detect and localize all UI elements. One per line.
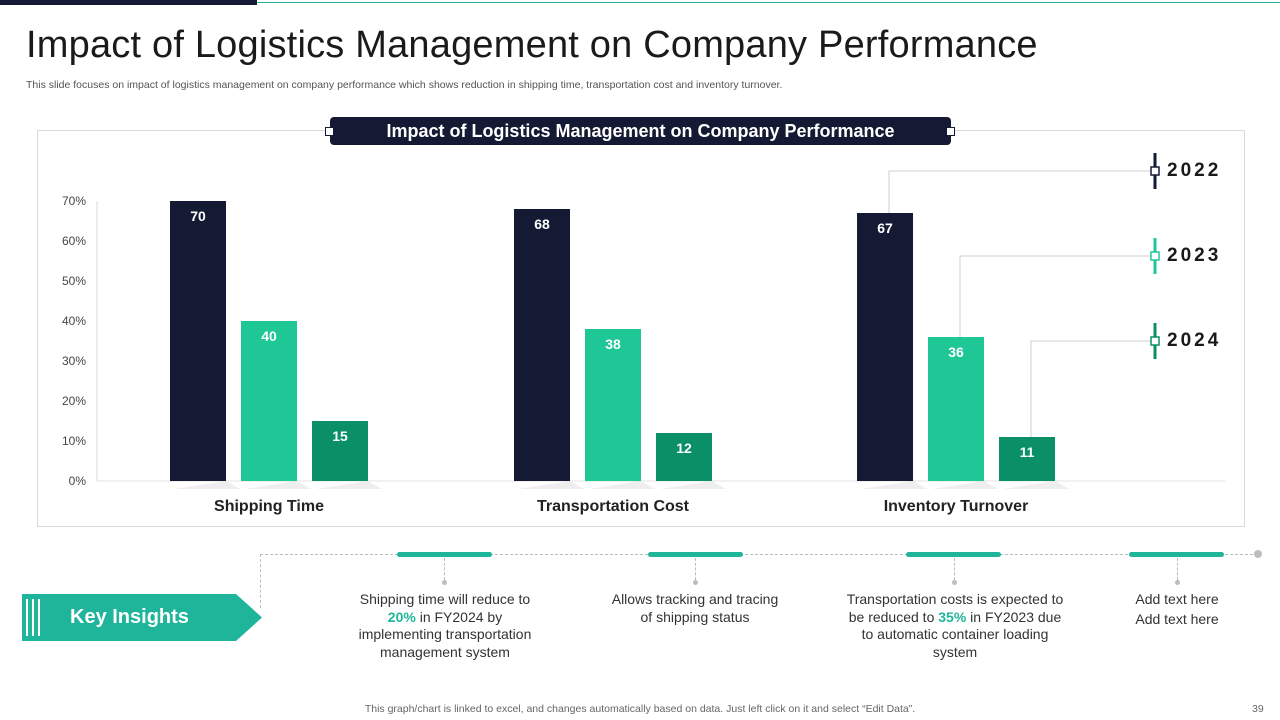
y-tick-label: 50%: [62, 274, 86, 288]
bar-value-label: 15: [332, 428, 348, 444]
bar-transportation-cost-2023[interactable]: [585, 329, 641, 481]
legend-connector-2022: [888, 170, 1155, 213]
bar-value-label: 36: [948, 344, 964, 360]
bar-shadow: [174, 481, 240, 489]
bar-inventory-turnover-2022[interactable]: [857, 213, 913, 481]
legend-marker-knob-2022: [1150, 166, 1160, 176]
top-accent-bar: [0, 0, 257, 5]
chart-title-left-handle: [325, 127, 334, 136]
y-tick-label: 30%: [62, 354, 86, 368]
bar-shadow: [861, 481, 927, 489]
insight-3-text-b: in FY2023 due to automatic container loa…: [861, 608, 1062, 660]
timeline-marker-3: [906, 552, 1001, 557]
category-label: Transportation Cost: [537, 498, 690, 515]
chart-title-right-handle: [946, 127, 955, 136]
y-tick-label: 70%: [62, 194, 86, 208]
timeline-connector: [260, 554, 261, 608]
legend-label-2022: 2022: [1167, 160, 1222, 181]
bar-transportation-cost-2022[interactable]: [514, 209, 570, 481]
bar-shipping-time-2022[interactable]: [170, 201, 226, 481]
timeline-end-dot: [1254, 550, 1262, 558]
key-insights-label: Key Insights: [70, 606, 189, 628]
insight-1-highlight: 20%: [387, 608, 416, 625]
bar-shadow: [1003, 481, 1069, 489]
timeline-dot-1: [442, 580, 447, 585]
legend-label-2023: 2023: [1167, 245, 1222, 266]
bar-value-label: 40: [261, 328, 277, 344]
y-tick-label: 20%: [62, 394, 86, 408]
legend-marker-knob-2023: [1150, 251, 1160, 261]
timeline-marker-4: [1129, 552, 1224, 557]
insight-4[interactable]: Add text here Add text here: [1122, 589, 1232, 629]
bar-value-label: 38: [605, 336, 621, 352]
chart-title: Impact of Logistics Management on Compan…: [330, 117, 951, 145]
timeline-dot-2: [693, 580, 698, 585]
timeline-stem-3: [954, 558, 955, 580]
bar-inventory-turnover-2024[interactable]: [999, 437, 1055, 481]
bar-shadow: [932, 481, 998, 489]
insight-1-text-b: in FY2024 by implementing transportation…: [358, 608, 532, 660]
category-label: Inventory Turnover: [884, 498, 1029, 515]
page-number: 39: [1252, 703, 1264, 715]
insight-2: Allows tracking and tracing of shipping …: [610, 591, 780, 626]
top-accent-line: [257, 2, 1280, 3]
timeline-line: [260, 554, 1258, 555]
timeline-dot-4: [1175, 580, 1180, 585]
timeline-dot-3: [952, 580, 957, 585]
bar-value-label: 70: [190, 208, 206, 224]
category-label: Shipping Time: [214, 498, 324, 515]
timeline-stem-2: [695, 558, 696, 580]
bar-transportation-cost-2024[interactable]: [656, 433, 712, 481]
y-tick-label: 0%: [69, 474, 87, 488]
bar-value-label: 68: [534, 216, 550, 232]
bar-shadow: [316, 481, 382, 489]
footer-note: This graph/chart is linked to excel, and…: [364, 703, 916, 715]
bar-inventory-turnover-2023[interactable]: [928, 337, 984, 481]
bar-shipping-time-2024[interactable]: [312, 421, 368, 481]
key-insights-arrow: [22, 594, 262, 641]
bar-shadow: [660, 481, 726, 489]
timeline-marker-2: [648, 552, 743, 557]
insight-4-text: Add text here Add text here: [1135, 591, 1219, 627]
key-insights-tag: Key Insights: [22, 594, 262, 641]
legend-label-2024: 2024: [1167, 330, 1222, 351]
legend-connector-2023: [959, 255, 1155, 337]
insight-1-text-a: Shipping time will reduce to: [359, 591, 531, 607]
timeline-stem-4: [1177, 558, 1178, 580]
page-subtitle: This slide focuses on impact of logistic…: [26, 79, 783, 91]
page-title: Impact of Logistics Management on Compan…: [26, 24, 1038, 66]
insight-3: Transportation costs is expected to be r…: [845, 591, 1065, 661]
bar-value-label: 11: [1020, 444, 1035, 460]
y-tick-label: 40%: [62, 314, 86, 328]
y-tick-label: 10%: [62, 434, 86, 448]
bar-shadow: [589, 481, 655, 489]
insight-3-highlight: 35%: [938, 608, 967, 625]
insight-1: Shipping time will reduce to 20% in FY20…: [345, 591, 545, 661]
legend-marker-knob-2024: [1150, 336, 1160, 346]
legend-connector-2024: [1030, 340, 1155, 437]
bar-shadow: [245, 481, 311, 489]
y-tick-label: 60%: [62, 234, 86, 248]
timeline-stem-1: [444, 558, 445, 580]
insight-2-text: Allows tracking and tracing of shipping …: [611, 591, 779, 625]
bar-value-label: 67: [877, 220, 893, 236]
insight-3-text-a: Transportation costs is expected to be r…: [846, 591, 1064, 625]
bar-shadow: [518, 481, 584, 489]
bar-shipping-time-2023[interactable]: [241, 321, 297, 481]
timeline-marker-1: [397, 552, 492, 557]
bar-value-label: 12: [676, 440, 692, 456]
